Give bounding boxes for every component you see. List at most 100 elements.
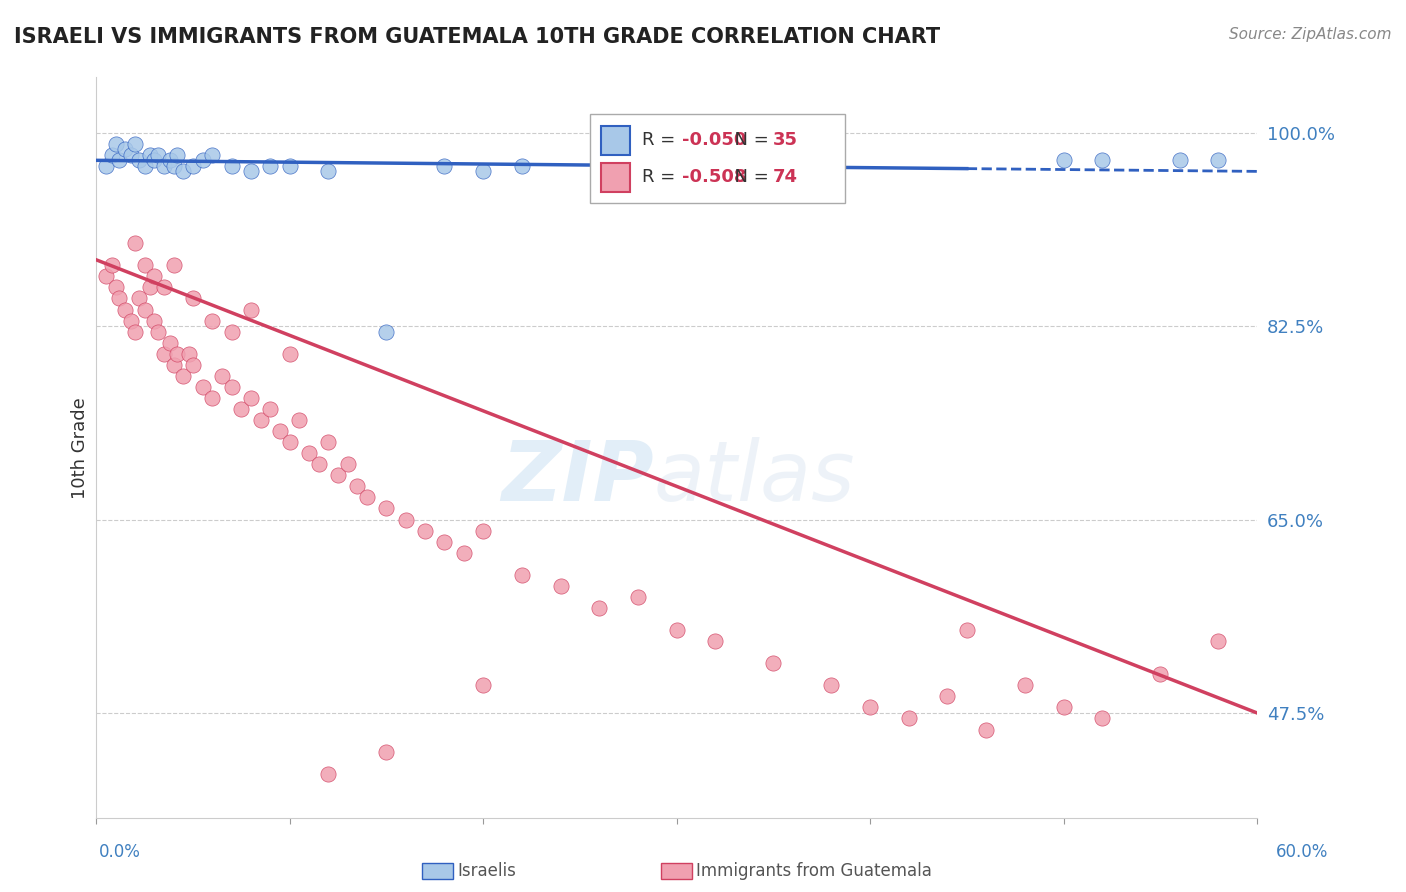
Point (108, 153, 131, 168)
Point (221, 325, 243, 339)
Text: Israelis: Israelis (457, 862, 516, 880)
Point (134, 258, 156, 272)
Point (221, 380, 243, 394)
Point (433, 159, 456, 173)
Point (201, 148, 224, 162)
Point (191, 153, 214, 168)
Point (336, 457, 359, 471)
Point (1168, 153, 1191, 168)
Point (375, 501, 398, 516)
Point (139, 148, 162, 162)
Point (162, 258, 184, 272)
Point (704, 634, 727, 648)
Point (120, 313, 142, 327)
Point (308, 457, 330, 471)
Point (278, 435, 301, 450)
Point (153, 159, 176, 173)
Point (153, 347, 176, 361)
Point (1091, 711, 1114, 725)
Text: atlas: atlas (654, 437, 855, 517)
Point (221, 159, 243, 173)
Point (104, 136, 127, 151)
Point (259, 159, 281, 173)
Point (114, 142, 136, 156)
Point (124, 136, 146, 151)
Point (134, 159, 156, 173)
Point (143, 313, 166, 327)
Point (211, 368, 233, 383)
Point (395, 512, 418, 526)
Point (162, 358, 184, 372)
Point (897, 711, 920, 725)
Point (1149, 667, 1171, 681)
Point (124, 325, 146, 339)
Point (146, 325, 169, 339)
Point (356, 491, 378, 505)
Point (201, 313, 224, 327)
Text: R =: R = (641, 169, 681, 186)
Point (859, 700, 882, 714)
Point (108, 292, 131, 306)
Point (100, 148, 122, 162)
Point (159, 153, 181, 168)
Point (1208, 153, 1230, 168)
Point (143, 269, 166, 284)
Point (153, 280, 176, 294)
Point (627, 590, 650, 604)
Point (278, 159, 301, 173)
Text: 74: 74 (773, 169, 799, 186)
Point (665, 623, 688, 637)
Point (181, 292, 204, 306)
Point (974, 723, 997, 737)
Point (104, 280, 127, 294)
Point (318, 164, 340, 178)
Text: R =: R = (641, 131, 681, 149)
Text: 35: 35 (773, 131, 799, 149)
Point (239, 302, 262, 317)
Point (433, 534, 456, 549)
Point (181, 159, 204, 173)
Point (375, 325, 398, 339)
Point (762, 656, 785, 670)
Point (820, 678, 842, 692)
Point (326, 468, 349, 483)
Point (259, 402, 281, 417)
Point (1052, 700, 1074, 714)
Point (936, 690, 959, 704)
Point (1091, 153, 1114, 168)
Text: Immigrants from Guatemala: Immigrants from Guatemala (696, 862, 932, 880)
Point (269, 424, 291, 438)
Text: ISRAELI VS IMMIGRANTS FROM GUATEMALA 10TH GRADE CORRELATION CHART: ISRAELI VS IMMIGRANTS FROM GUATEMALA 10T… (14, 27, 941, 46)
Point (1208, 634, 1230, 648)
Text: ZIP: ZIP (501, 437, 654, 517)
Point (510, 567, 533, 582)
Text: N =: N = (723, 169, 775, 186)
Point (177, 347, 200, 361)
Point (453, 546, 475, 560)
Text: 0.0%: 0.0% (98, 843, 141, 861)
Point (172, 368, 194, 383)
Point (128, 153, 150, 168)
Point (114, 302, 136, 317)
Point (231, 402, 253, 417)
Point (472, 524, 495, 538)
Text: Source: ZipAtlas.com: Source: ZipAtlas.com (1229, 27, 1392, 42)
Point (134, 302, 156, 317)
Point (166, 148, 188, 162)
Point (181, 358, 204, 372)
Point (191, 380, 214, 394)
Point (278, 347, 301, 361)
Point (1052, 153, 1074, 168)
Text: -0.050: -0.050 (682, 131, 747, 149)
Point (120, 148, 142, 162)
Point (627, 159, 650, 173)
Point (239, 164, 262, 178)
Point (166, 347, 188, 361)
Point (159, 335, 181, 350)
Point (413, 524, 436, 538)
Point (510, 159, 533, 173)
Text: 60.0%: 60.0% (1277, 843, 1329, 861)
Point (162, 159, 184, 173)
Text: N =: N = (723, 131, 775, 149)
Point (346, 479, 368, 493)
